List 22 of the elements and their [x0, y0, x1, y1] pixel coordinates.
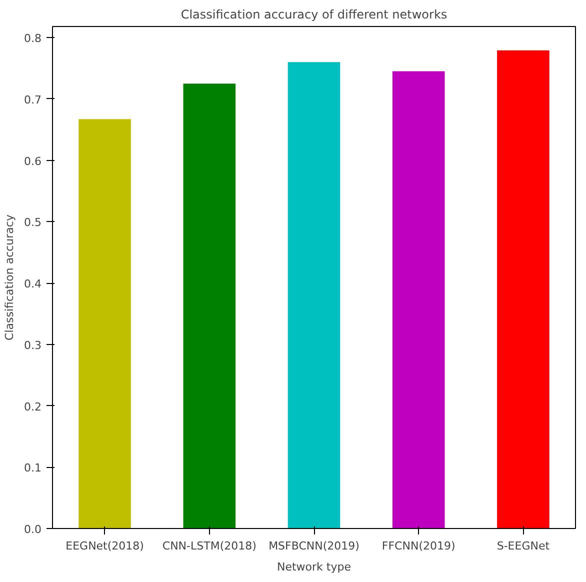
- x-tick-label: CNN-LSTM(2018): [162, 540, 256, 552]
- y-tick-label: 0.8: [24, 32, 42, 46]
- bar: [183, 84, 236, 528]
- chart-title: Classification accuracy of different networks: [180, 8, 448, 22]
- y-tick-label: 0.1: [24, 462, 42, 475]
- y-tick-label: 0.5: [24, 216, 42, 230]
- y-tick-label: 0.6: [24, 154, 42, 168]
- bar: [78, 119, 131, 528]
- x-tick-label: MSFBCNN(2019): [268, 540, 360, 552]
- y-tick-label: 0.7: [24, 93, 42, 106]
- y-tick-label: 0.3: [24, 338, 42, 352]
- x-axis-title: Network type: [277, 560, 352, 574]
- x-tick-label: S-EEGNet: [496, 540, 550, 552]
- y-tick-label: 0.4: [24, 278, 42, 291]
- y-tick-label: 0.2: [24, 400, 42, 414]
- bar: [288, 62, 340, 528]
- bar: [392, 71, 445, 528]
- x-tick-label: EEGNet(2018): [66, 540, 144, 552]
- x-tick-label: FFCNN(2019): [382, 540, 456, 552]
- y-axis-title: Classification accuracy: [3, 214, 16, 340]
- y-tick-label: 0.0: [24, 523, 42, 536]
- bar: [497, 50, 550, 528]
